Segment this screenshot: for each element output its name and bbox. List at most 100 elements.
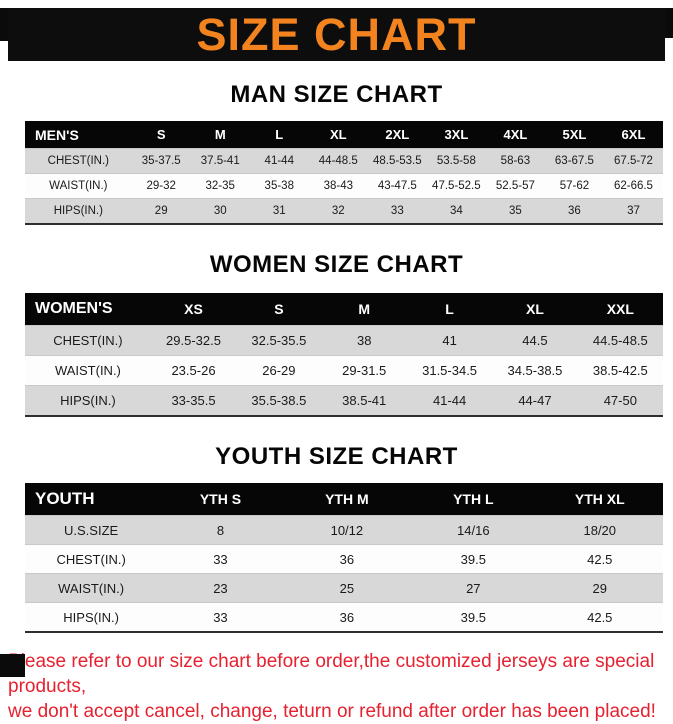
size-value-cell: 8	[157, 515, 284, 545]
size-column-header: YTH S	[157, 483, 284, 516]
table-title-cell: WOMEN'S	[25, 293, 151, 326]
size-column-header: 6XL	[603, 121, 663, 149]
size-value-cell: 38.5-41	[321, 385, 407, 416]
disclaimer-text: Please refer to our size chart before or…	[8, 649, 663, 724]
size-column-header: XXL	[577, 293, 663, 326]
size-value-cell: 23.5-26	[150, 355, 237, 386]
size-column-header: M	[190, 121, 250, 149]
size-value-cell: 33	[367, 198, 427, 224]
table-row: WAIST(IN.) 23.5-26 26-29 29-31.5 31.5-34.5 34…	[25, 355, 663, 386]
size-value-cell: 48.5-53.5	[367, 148, 427, 174]
size-value-cell: 29-32	[131, 173, 191, 199]
table-row: CHEST(IN.) 33 36 39.5 42.5	[25, 544, 663, 574]
size-column-header: XL	[308, 121, 368, 149]
size-value-cell: 31	[249, 198, 309, 224]
table-row: WAIST(IN.) 29-32 32-35 35-38 38-43 43-47.5 47.…	[25, 173, 663, 199]
table-row: HIPS(IN.) 29 30 31 32 33 34 35 36 37	[25, 198, 663, 224]
size-value-cell: 35-37.5	[131, 148, 191, 174]
disclaimer-line-2: we don't accept cancel, change, teturn o…	[8, 701, 656, 723]
page-title: SIZE CHART	[196, 8, 477, 60]
women-section-heading: WOMEN SIZE CHART	[209, 251, 464, 278]
man-size-chart-section: MAN SIZE CHART MEN'S S M L XL 2XL 3XL 4XL 5XL 6XL…	[0, 81, 673, 225]
table-header-row: YOUTH YTH S YTH M YTH L YTH XL	[25, 483, 663, 516]
size-value-cell: 67.5-72	[603, 148, 663, 174]
size-value-cell: 33	[157, 544, 284, 574]
youth-section-heading: YOUTH SIZE CHART	[215, 443, 458, 470]
row-label-cell: HIPS(IN.)	[25, 602, 158, 632]
size-value-cell: 53.5-58	[426, 148, 486, 174]
size-value-cell: 52.5-57	[485, 173, 545, 199]
size-value-cell: 44.5-48.5	[577, 325, 663, 356]
man-size-table: MEN'S S M L XL 2XL 3XL 4XL 5XL 6XL CHEST(IN.) 35-37…	[25, 121, 663, 225]
size-column-header: S	[131, 121, 191, 149]
size-value-cell: 36	[544, 198, 604, 224]
size-column-header: XL	[492, 293, 578, 326]
table-row: U.S.SIZE 8 10/12 14/16 18/20	[25, 515, 663, 545]
table-title-cell: YOUTH	[25, 483, 158, 516]
size-column-header: 3XL	[426, 121, 486, 149]
size-value-cell: 32.5-35.5	[236, 325, 322, 356]
size-value-cell: 36	[283, 602, 411, 632]
women-size-table: WOMEN'S XS S M L XL XXL CHEST(IN.) 29.5-32.5 32.5…	[25, 293, 663, 417]
women-size-chart-section: WOMEN SIZE CHART WOMEN'S XS S M L XL XXL CHEST(…	[0, 251, 673, 417]
size-value-cell: 39.5	[410, 602, 537, 632]
size-value-cell: 25	[283, 573, 411, 603]
size-column-header: YTH L	[410, 483, 537, 516]
size-column-header: YTH M	[283, 483, 411, 516]
table-header-row: MEN'S S M L XL 2XL 3XL 4XL 5XL 6XL	[25, 121, 663, 149]
size-value-cell: 38.5-42.5	[577, 355, 663, 386]
size-value-cell: 39.5	[410, 544, 537, 574]
size-value-cell: 38	[321, 325, 407, 356]
size-value-cell: 58-63	[485, 148, 545, 174]
youth-size-chart-section: YOUTH SIZE CHART YOUTH YTH S YTH M YTH L YTH…	[0, 443, 673, 633]
disclaimer-line-1: Please refer to our size chart before or…	[8, 651, 655, 698]
size-value-cell: 37	[603, 198, 663, 224]
table-title-cell: MEN'S	[25, 121, 132, 149]
size-value-cell: 57-62	[544, 173, 604, 199]
size-value-cell: 33-35.5	[150, 385, 237, 416]
size-value-cell: 31.5-34.5	[406, 355, 493, 386]
size-value-cell: 29	[131, 198, 191, 224]
size-value-cell: 29-31.5	[321, 355, 407, 386]
row-label-cell: U.S.SIZE	[25, 515, 158, 545]
size-value-cell: 32-35	[190, 173, 250, 199]
row-label-cell: WAIST(IN.)	[25, 173, 132, 199]
size-column-header: 2XL	[367, 121, 427, 149]
size-column-header: L	[249, 121, 309, 149]
size-column-header: L	[406, 293, 493, 326]
size-value-cell: 14/16	[410, 515, 537, 545]
size-value-cell: 47-50	[577, 385, 663, 416]
size-value-cell: 29.5-32.5	[150, 325, 237, 356]
row-label-cell: HIPS(IN.)	[25, 198, 132, 224]
table-header-row: WOMEN'S XS S M L XL XXL	[25, 293, 663, 326]
table-row: HIPS(IN.) 33-35.5 35.5-38.5 38.5-41 41-44 44-…	[25, 385, 663, 416]
size-column-header: 5XL	[544, 121, 604, 149]
table-row: CHEST(IN.) 29.5-32.5 32.5-35.5 38 41 44.5 44.5…	[25, 325, 663, 356]
size-value-cell: 26-29	[236, 355, 322, 386]
size-value-cell: 44-47	[492, 385, 578, 416]
size-value-cell: 41-44	[406, 385, 493, 416]
size-value-cell: 63-67.5	[544, 148, 604, 174]
size-value-cell: 47.5-52.5	[426, 173, 486, 199]
size-value-cell: 34	[426, 198, 486, 224]
size-value-cell: 44.5	[492, 325, 578, 356]
title-banner: SIZE CHART	[8, 8, 665, 61]
size-column-header: 4XL	[485, 121, 545, 149]
corner-decoration-bottom-left	[0, 654, 25, 677]
size-column-header: S	[236, 293, 322, 326]
size-column-header: YTH XL	[536, 483, 663, 516]
man-section-heading: MAN SIZE CHART	[230, 81, 443, 108]
size-value-cell: 30	[190, 198, 250, 224]
size-value-cell: 18/20	[536, 515, 663, 545]
row-label-cell: CHEST(IN.)	[25, 325, 151, 356]
table-row: WAIST(IN.) 23 25 27 29	[25, 573, 663, 603]
row-label-cell: HIPS(IN.)	[25, 385, 151, 416]
size-value-cell: 33	[157, 602, 284, 632]
size-column-header: XS	[150, 293, 237, 326]
size-value-cell: 62-66.5	[603, 173, 663, 199]
size-value-cell: 38-43	[308, 173, 368, 199]
row-label-cell: CHEST(IN.)	[25, 148, 132, 174]
size-value-cell: 32	[308, 198, 368, 224]
row-label-cell: WAIST(IN.)	[25, 355, 151, 386]
size-value-cell: 29	[536, 573, 663, 603]
